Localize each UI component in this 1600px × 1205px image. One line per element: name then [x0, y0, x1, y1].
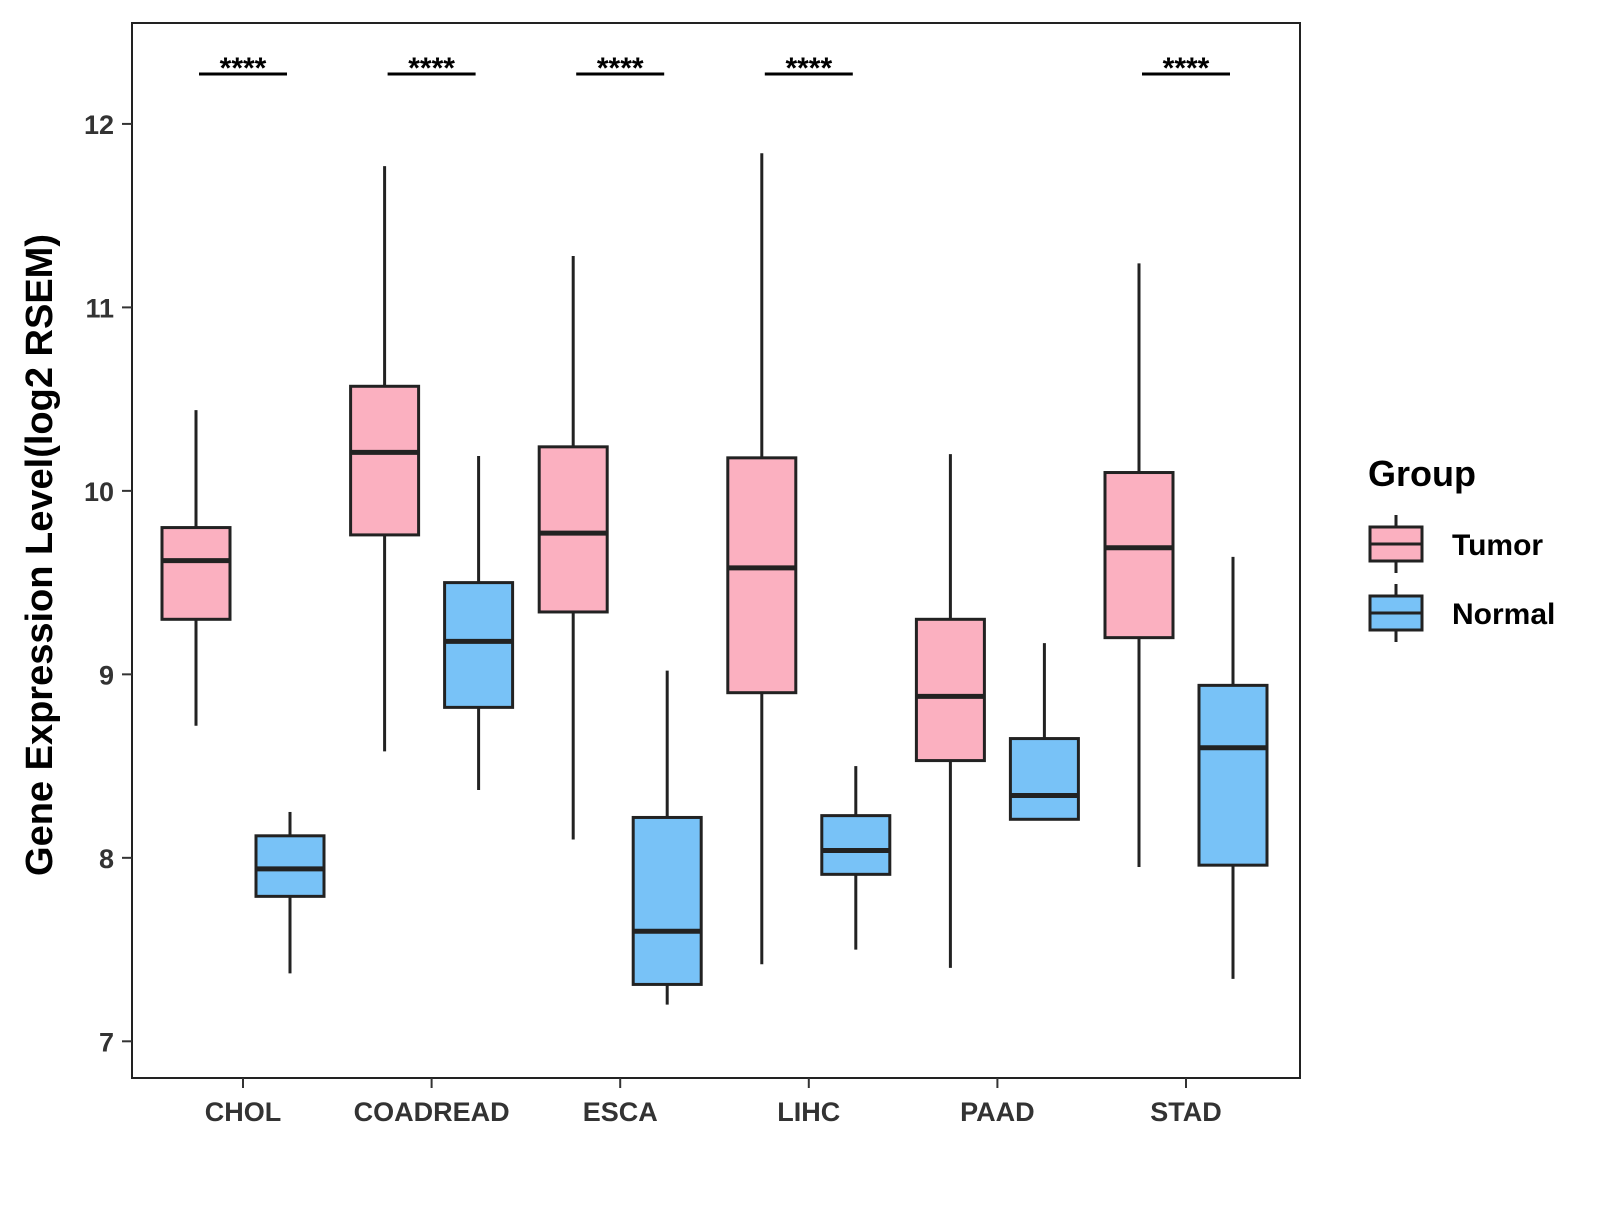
box-iqr: [537, 445, 609, 614]
box-iqr: [1103, 471, 1175, 640]
y-axis-title: Gene Expression Level(log2 RSEM): [19, 234, 61, 876]
box-iqr: [631, 815, 703, 986]
significance-label: ****: [220, 52, 267, 85]
x-tick-label: STAD: [1150, 1097, 1222, 1127]
y-tick-label: 7: [99, 1027, 114, 1057]
box-iqr: [726, 456, 798, 695]
box-normal-paad: [1008, 643, 1080, 821]
box-tumor-lihc: [726, 153, 798, 965]
significance-label: ****: [785, 52, 832, 85]
box-tumor-chol: [160, 410, 232, 726]
legend: Group Tumor Normal: [1368, 453, 1555, 642]
box-iqr: [820, 814, 892, 876]
y-tick-label: 12: [84, 110, 114, 140]
box-tumor-esca: [537, 256, 609, 840]
y-tick-label: 11: [85, 293, 114, 323]
legend-title: Group: [1368, 453, 1476, 494]
significance-chol: ****: [199, 52, 287, 85]
box-iqr: [160, 526, 232, 621]
box-iqr: [914, 617, 986, 763]
plot-layer: 7 8 9 10 11 12 CHOL COADREAD ESCA LIHC PAAD STAD ***…: [84, 22, 1301, 1127]
box-normal-coadread: [443, 456, 515, 790]
box-tumor-coadread: [349, 166, 421, 752]
box-iqr: [1197, 683, 1269, 867]
significance-esca: ****: [576, 52, 665, 85]
x-tick-label: PAAD: [960, 1097, 1035, 1127]
box-tumor-paad: [914, 454, 986, 968]
significance-label: ****: [1163, 52, 1210, 85]
box-normal-lihc: [820, 766, 892, 950]
box-normal-esca: [631, 670, 703, 1005]
legend-label: Tumor: [1452, 529, 1543, 562]
x-tick-label: COADREAD: [354, 1097, 510, 1127]
box-iqr: [443, 581, 515, 709]
box-tumor-stad: [1103, 263, 1175, 867]
box-iqr: [1008, 737, 1080, 821]
significance-label: ****: [597, 52, 644, 85]
box-iqr: [254, 834, 326, 898]
plot-panel-border: [131, 22, 1301, 1079]
box-iqr: [349, 384, 421, 537]
box-normal-chol: [254, 811, 326, 974]
box-normal-stad: [1197, 556, 1269, 979]
x-tick-label: LIHC: [777, 1097, 840, 1127]
x-tick-label: ESCA: [583, 1097, 658, 1127]
y-tick-label: 8: [99, 844, 114, 874]
legend-label: Normal: [1452, 598, 1555, 631]
x-tick-label: CHOL: [205, 1097, 282, 1127]
significance-stad: ****: [1142, 52, 1230, 85]
legend-item-normal: Normal: [1368, 584, 1555, 642]
y-tick-label: 9: [99, 660, 114, 690]
significance-label: ****: [408, 52, 455, 85]
y-tick-label: 10: [84, 477, 114, 507]
legend-item-tumor: Tumor: [1368, 515, 1543, 573]
significance-lihc: ****: [764, 52, 853, 85]
significance-coadread: ****: [387, 52, 476, 85]
